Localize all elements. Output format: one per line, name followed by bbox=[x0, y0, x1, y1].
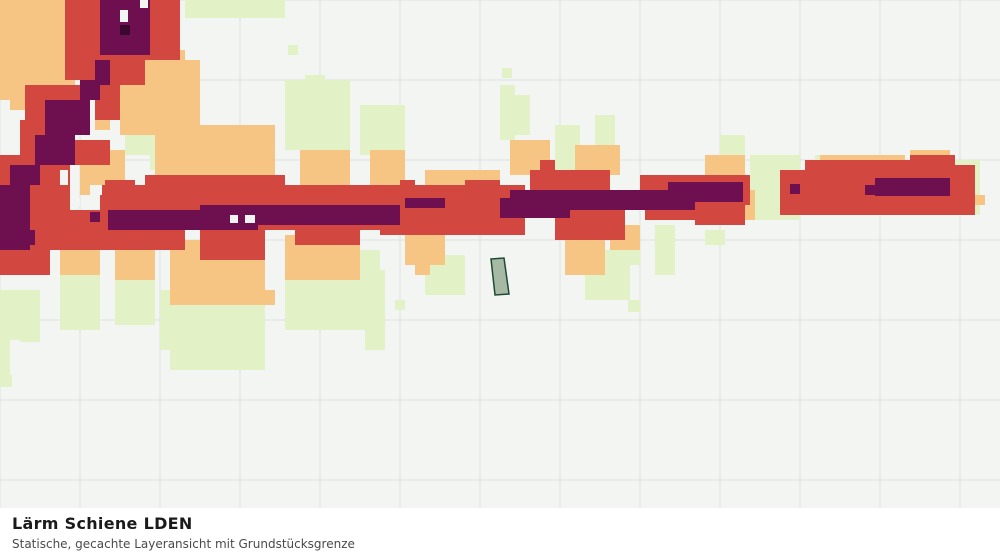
noise-map[interactable] bbox=[0, 0, 1000, 508]
layer-title: Lärm Schiene LDEN bbox=[12, 514, 193, 533]
layer-subtitle: Statische, gecachte Layeransicht mit Gru… bbox=[12, 537, 355, 551]
noise-layer-gaps bbox=[60, 0, 255, 223]
map-canvas bbox=[0, 0, 1000, 508]
parcel-boundary[interactable] bbox=[490, 257, 510, 296]
noise-layer-very-high bbox=[0, 0, 950, 250]
map-caption: Lärm Schiene LDEN Statische, gecachte La… bbox=[0, 508, 1000, 560]
noise-layer-peak bbox=[120, 25, 130, 35]
